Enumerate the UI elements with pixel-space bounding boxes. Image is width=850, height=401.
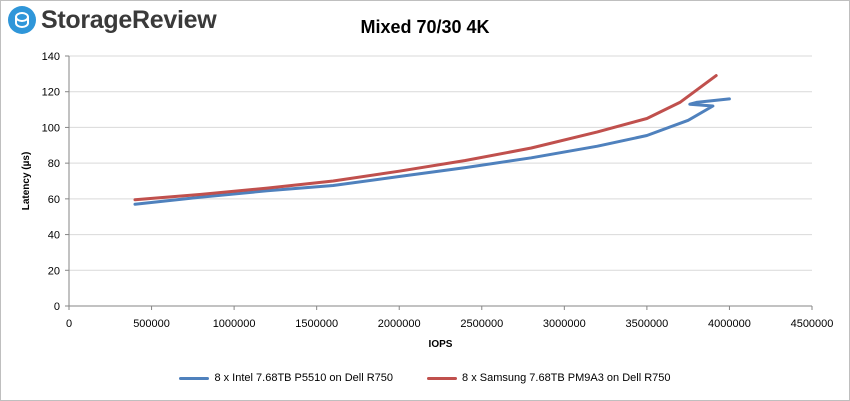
x-tick-label: 2500000 <box>460 318 503 330</box>
legend-item: 8 x Intel 7.68TB P5510 on Dell R750 <box>179 372 393 384</box>
legend-label: 8 x Intel 7.68TB P5510 on Dell R750 <box>214 372 394 384</box>
x-tick-label: 1000000 <box>213 318 256 330</box>
y-tick-label: 20 <box>48 265 60 277</box>
x-tick-labels: 0 500000 1000000 1500000 2000000 2500000 30000… <box>66 318 833 330</box>
x-tick-label: 2000000 <box>378 318 421 330</box>
y-tick-labels: 0 20 40 60 80 100 120 140 <box>42 51 60 313</box>
y-tick-label: 60 <box>48 194 60 206</box>
series-line-1 <box>133 97 731 206</box>
x-tick-label: 4000000 <box>708 318 751 330</box>
x-tick-label: 4500000 <box>791 318 834 330</box>
legend-swatch <box>179 376 210 380</box>
x-tick-label: 500000 <box>133 318 170 330</box>
x-axis-label: IOPS <box>429 339 453 350</box>
axes <box>65 55 813 310</box>
chart-legend: 8 x Intel 7.68TB P5510 on Dell R750 8 x S… <box>0 372 850 384</box>
grid-lines <box>69 55 812 271</box>
series-lines <box>133 74 731 206</box>
series-line-2 <box>133 74 718 202</box>
y-axis-label: Latency (µs) <box>21 152 32 211</box>
brand-logo-icon <box>8 6 36 34</box>
x-tick-label: 1500000 <box>295 318 338 330</box>
x-tick-label: 3000000 <box>543 318 586 330</box>
legend-label: 8 x Samsung 7.68TB PM9A3 on Dell R750 <box>462 372 671 384</box>
y-tick-label: 140 <box>42 51 60 63</box>
y-tick-label: 40 <box>48 230 60 242</box>
y-tick-label: 100 <box>42 122 60 134</box>
brand-logo: StorageReview <box>7 5 217 35</box>
x-tick-label: 0 <box>66 318 72 330</box>
x-tick-label: 3500000 <box>625 318 668 330</box>
y-tick-label: 0 <box>54 301 60 313</box>
chart-title: Mixed 70/30 4K <box>360 17 490 37</box>
y-tick-label: 80 <box>48 158 60 170</box>
brand-name: StorageReview <box>41 5 217 34</box>
legend-swatch <box>427 376 458 380</box>
y-tick-label: 120 <box>42 87 60 99</box>
legend-item: 8 x Samsung 7.68TB PM9A3 on Dell R750 <box>427 372 671 384</box>
